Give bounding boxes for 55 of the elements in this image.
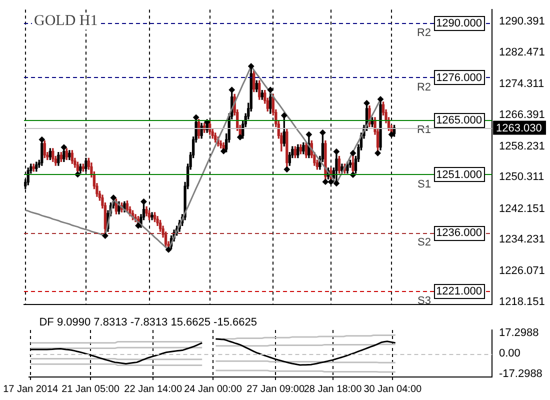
y-tick-label: 1234.231 xyxy=(499,234,545,246)
chart-title: GOLD H1 xyxy=(34,13,98,30)
point xyxy=(110,194,116,201)
point xyxy=(378,96,384,102)
y-tick-label: 1218.151 xyxy=(499,296,545,308)
y-tick-label: -17.2988 xyxy=(499,368,542,380)
point xyxy=(333,180,340,186)
ref-line-label: S1 xyxy=(418,178,431,190)
y-tick-label: 1282.471 xyxy=(499,46,545,58)
point xyxy=(166,246,172,253)
x-tick-label: 21 Jan 05:00 xyxy=(62,384,120,395)
point xyxy=(60,144,67,150)
ref-line-label: R2 xyxy=(416,82,431,94)
x-tick-label: 28 Jan 18:00 xyxy=(304,384,362,395)
x-tick-label: 27 Jan 09:00 xyxy=(246,384,305,395)
x-tick-label: 24 Jan 00:00 xyxy=(184,384,242,395)
y-tick-label: 17.2988 xyxy=(499,327,539,340)
point xyxy=(267,86,274,93)
point xyxy=(333,148,340,155)
x-tick-label: 30 Jan 04:00 xyxy=(364,384,422,395)
y-tick-label: 1258.231 xyxy=(499,140,545,152)
y2-tick-label: 1221.000 xyxy=(436,285,482,298)
point xyxy=(38,136,45,143)
point xyxy=(140,198,147,205)
point xyxy=(228,86,235,93)
y-tick-label: 1274.311 xyxy=(499,78,544,90)
ref-line-label: S2 xyxy=(418,236,431,249)
ref-line-label: R2 xyxy=(416,27,431,40)
point xyxy=(102,232,108,239)
y-tick-label: 1226.071 xyxy=(499,265,545,278)
y-tick-label: 1290.391 xyxy=(499,16,545,28)
y2-tick-label: 1290.000 xyxy=(436,18,482,30)
point xyxy=(248,63,254,70)
point xyxy=(193,114,200,120)
y2-tick-label: 1265.000 xyxy=(436,114,482,127)
point xyxy=(350,150,356,156)
y-tick-label: 1266.391 xyxy=(499,108,545,121)
x-tick-label: 17 Jan 2014 xyxy=(3,384,59,395)
x-tick-label: 22 Jan 14:00 xyxy=(124,384,182,395)
point xyxy=(281,112,288,118)
y-tick-label: 1250.311 xyxy=(499,171,544,184)
ref-line-label: S3 xyxy=(418,294,431,307)
point xyxy=(374,150,381,156)
y-tick-label: 1242.151 xyxy=(499,202,545,215)
point xyxy=(306,132,312,138)
point xyxy=(284,166,290,172)
ref-line-label: 1263.030 xyxy=(496,122,542,134)
y2-tick-label: 1236.000 xyxy=(436,227,482,240)
point xyxy=(322,178,328,185)
point xyxy=(135,222,142,229)
y-tick-label: 0.00 xyxy=(499,348,520,360)
y2-tick-label: 1251.000 xyxy=(436,168,482,181)
point xyxy=(328,178,334,185)
y2-tick-label: 1276.000 xyxy=(436,72,482,84)
chart-title: DF 9.0990 7.8313 -7.8313 15.6625 -15.6625 xyxy=(39,316,257,329)
